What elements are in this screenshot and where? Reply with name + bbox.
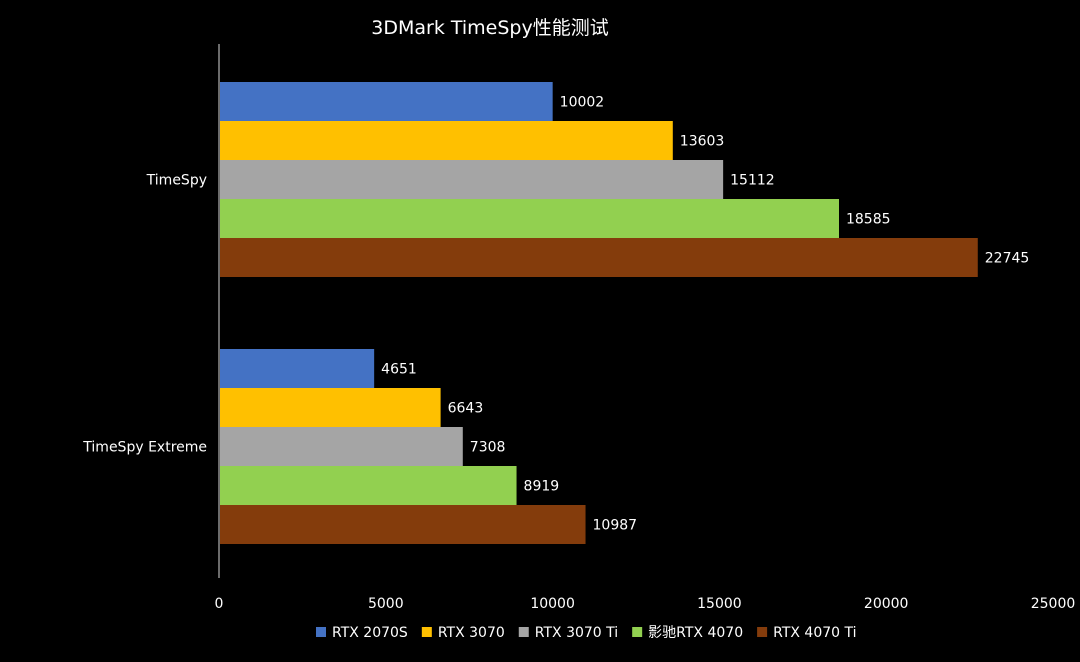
legend-swatch: [632, 627, 643, 637]
data-label: 10987: [593, 518, 638, 534]
x-tick-label: 25000: [1031, 596, 1076, 612]
data-label: 6643: [448, 401, 484, 417]
data-label: 22745: [985, 251, 1030, 267]
data-label: 7308: [470, 440, 506, 456]
legend-label: RTX 3070 Ti: [535, 625, 618, 641]
x-tick-label: 0: [215, 596, 224, 612]
legend-item: RTX 3070: [421, 625, 505, 641]
bar: [220, 349, 375, 388]
category-label: TimeSpy: [146, 173, 207, 189]
bar: [220, 160, 724, 199]
legend-swatch: [518, 627, 529, 637]
legend-item: 影驰RTX 4070: [632, 625, 743, 641]
data-labels-layer: 10002 13603 15112 18585 22745 4651 6643 7308 891…: [381, 95, 1029, 534]
bar: [220, 388, 441, 427]
bar: [220, 121, 673, 160]
legend: RTX 2070S RTX 3070 RTX 3070 Ti 影驰RTX 4070 RT…: [316, 625, 857, 641]
bar: [220, 466, 517, 505]
category-label: TimeSpy Extreme: [82, 440, 207, 456]
data-label: 18585: [846, 212, 891, 228]
bar: [220, 238, 978, 277]
category-labels-layer: TimeSpy TimeSpy Extreme: [82, 173, 207, 456]
legend-item: RTX 2070S: [316, 625, 408, 641]
legend-label: RTX 3070: [438, 625, 505, 641]
x-tick-label: 5000: [368, 596, 404, 612]
legend-item: RTX 4070 Ti: [757, 625, 857, 641]
legend-label: 影驰RTX 4070: [648, 625, 743, 641]
bar: [220, 82, 553, 121]
legend-swatch: [421, 627, 432, 637]
bars-layer: [220, 82, 978, 544]
data-label: 8919: [524, 479, 560, 495]
legend-swatch: [757, 627, 768, 637]
legend-swatch: [316, 627, 326, 637]
data-label: 13603: [680, 134, 725, 150]
legend-label: RTX 2070S: [332, 625, 408, 641]
data-label: 10002: [560, 95, 605, 111]
bar: [220, 427, 463, 466]
x-tick-label: 15000: [697, 596, 742, 612]
bar: [220, 199, 839, 238]
legend-item: RTX 3070 Ti: [518, 625, 618, 641]
x-tick-label: 10000: [530, 596, 575, 612]
x-tick-labels-layer: 0 5000 10000 15000 20000 25000: [215, 596, 1076, 612]
data-label: 4651: [381, 362, 417, 378]
bar: [220, 505, 586, 544]
chart-title: 3DMark TimeSpy性能测试: [371, 17, 608, 39]
data-label: 15112: [730, 173, 775, 189]
legend-label: RTX 4070 Ti: [773, 625, 856, 641]
x-tick-label: 20000: [864, 596, 909, 612]
